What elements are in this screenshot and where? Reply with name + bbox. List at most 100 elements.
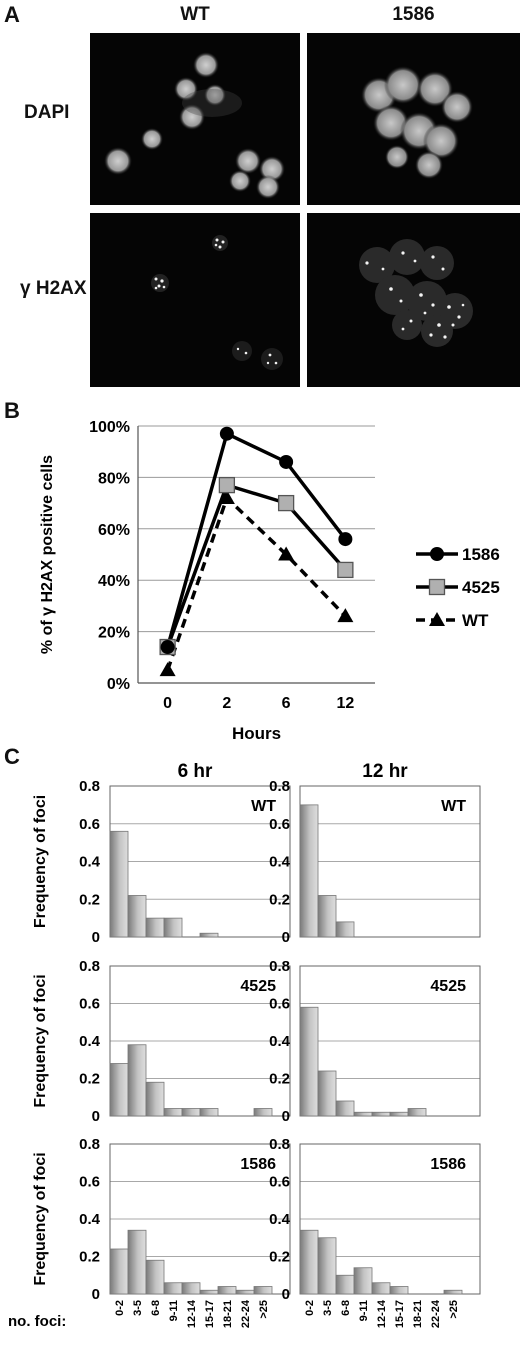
x-tick-label: 3-5 [322,1300,334,1316]
x-tick-label: 22-24 [240,1299,252,1328]
bar [163,1282,183,1295]
x-tick-label: 2 [222,695,231,712]
y-tick-label: 0 [282,1108,290,1125]
column-header-1586: 1586 [392,4,435,25]
x-tick-label: >25 [448,1300,460,1319]
bar [217,1286,237,1295]
y-tick-label: 0.6 [79,816,100,833]
bar [253,1286,273,1295]
data-point-WT [337,608,354,623]
bar [299,1229,319,1295]
bar [109,830,129,938]
y-tick-label: 0.6 [79,996,100,1013]
bar [299,1006,319,1117]
y-tick-label: 0.8 [79,778,100,795]
y-axis-title: % of γ H2AX positive cells [39,455,56,654]
row-header-dapi: DAPI [24,102,70,123]
x-tick-label: 15-17 [394,1300,406,1328]
x-tick-label: 0-2 [304,1300,316,1316]
panel-a-letter: A [4,2,20,27]
x-tick-label: 0-2 [114,1300,126,1316]
bar [109,1248,129,1295]
y-tick-label: 0.2 [269,891,290,908]
histogram-label: 4525 [240,978,276,995]
series-line-1586 [165,431,347,648]
legend-label-4525: 4525 [462,578,500,597]
data-point-WT [218,489,235,504]
y-tick-label: 40% [98,573,130,590]
y-tick-label: 0.8 [269,778,290,795]
bar [299,804,319,938]
y-tick-label: 0.6 [269,816,290,833]
y-tick-label: 60% [98,522,130,539]
y-tick-label: 0.2 [269,1071,290,1088]
y-tick-label: 0 [92,1108,100,1125]
x-tick-label: 9-11 [358,1300,370,1321]
bar [235,1289,255,1295]
y-tick-label: 0.6 [269,996,290,1013]
panel-b-letter: B [4,398,20,423]
x-tick-label: 3-5 [132,1300,144,1316]
y-tick-label: 0.4 [269,1211,291,1228]
bar [353,1267,373,1295]
y-tick-label: 0.2 [79,1249,100,1266]
bar [181,1282,201,1295]
y-tick-label: 0% [107,676,130,693]
bar [181,1108,201,1117]
y-tick-label: 0.8 [269,958,290,975]
x-axis-title: Hours [232,724,281,743]
x-tick-label: 6 [282,695,291,712]
bar [389,1111,409,1117]
x-tick-label: 12-14 [186,1299,198,1328]
histogram-panel: 0 0.2 0.4 0.6 0.8 WT 6 hr Frequency of foci 0 0.2… [8,761,481,1330]
x-axis-title: no. foci: [8,1313,66,1330]
y-tick-label: 0 [282,1286,290,1303]
x-tick-label: 22-24 [430,1299,442,1328]
bar [127,895,147,938]
bar [145,1259,165,1295]
bar [127,1044,147,1117]
bar [317,895,337,938]
column-header-wt: WT [180,4,210,25]
line-chart: 0% 20% 40% 60% 80% 100% 0 2 6 12 Hours % of γ H2AX … [39,419,500,743]
series-line-WT [165,494,347,671]
x-tick-label: 18-21 [222,1300,234,1328]
y-tick-label: 80% [98,470,130,487]
y-tick-label: 100% [89,419,130,436]
y-tick-label: 0.2 [79,891,100,908]
data-point-WT [278,546,295,561]
y-tick-label: 0.4 [79,1211,101,1228]
bar [443,1289,463,1295]
data-point-4525 [218,476,236,494]
micrograph-1586-gh2ax [307,213,520,387]
data-point-4525 [277,494,295,512]
bar [335,921,355,938]
x-tick-label: >25 [258,1300,270,1319]
data-point-WT [159,662,176,677]
histogram-y-title: Frequency of foci [32,974,49,1107]
x-tick-label: 9-11 [168,1300,180,1321]
data-point-1586 [279,454,294,469]
data-point-1586 [219,426,234,441]
bar [145,1081,165,1117]
micrograph-wt-gh2ax [90,213,300,387]
micrograph-wt-dapi [90,33,300,205]
y-tick-label: 0.4 [79,1033,101,1050]
bar [109,1063,129,1117]
series-line-4525 [165,482,347,648]
micrograph-1586-dapi [307,33,520,205]
legend-marker-4525 [428,578,446,596]
y-tick-label: 0.2 [269,1249,290,1266]
y-tick-label: 0.6 [79,1174,100,1191]
bar [199,932,219,938]
data-point-1586 [338,532,353,547]
bar [317,1237,337,1295]
y-tick-label: 0.4 [269,854,291,871]
y-tick-label: 0.6 [269,1174,290,1191]
x-tick-label: 12 [336,695,354,712]
y-tick-label: 0.2 [79,1071,100,1088]
x-tick-label: 6-8 [150,1300,162,1316]
bar [199,1289,219,1295]
y-tick-label: 0 [92,929,100,946]
data-point-4525 [337,561,354,579]
